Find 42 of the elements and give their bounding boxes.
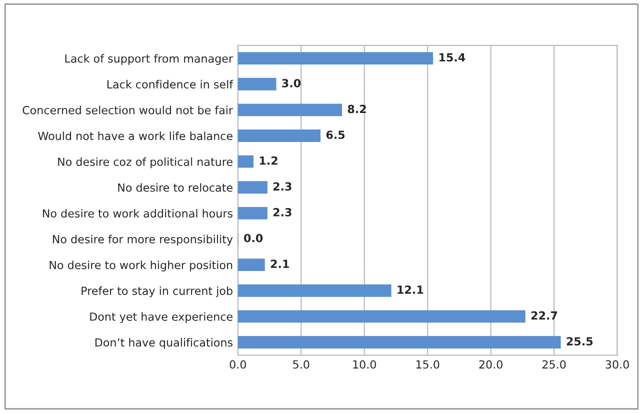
bar [238,52,434,65]
bar [238,336,561,348]
data-label: 2.3 [273,208,292,216]
y-tick-label: Prefer to stay in current job [82,286,232,298]
data-label: 1.2 [260,156,278,165]
bar [238,284,392,297]
bar [238,130,321,142]
y-tick-label: Concerned selection would not be fair [22,106,234,114]
x-tick-label: 5.0 [293,360,310,369]
y-tick-label: No desire to work higher position [50,260,232,272]
data-label: 15.4 [439,53,466,62]
bar [238,206,268,220]
y-tick-label: No desire to work additional hours [42,208,233,218]
y-tick-label: No desire coz of political nature [58,157,232,168]
bar [238,258,265,272]
bar [238,181,268,194]
data-label: 2.3 [273,182,292,191]
x-tick-label: 10.0 [353,360,376,369]
y-tick-label: Dont yet have experience [90,312,232,323]
x-tick-label: 25.0 [542,360,566,369]
y-tick-label: Lack of support from manager [65,54,234,65]
data-label: 25.5 [566,337,593,346]
y-tick-label: No desire for more responsibility [52,234,233,246]
x-tick-label: 0.0 [230,360,246,369]
data-label: 12.1 [398,285,424,294]
x-tick-label: 15.0 [416,360,440,369]
bar [238,104,342,116]
bar [238,78,276,90]
data-label: 0.0 [244,234,263,242]
data-label: 6.5 [326,130,345,139]
bar [238,155,254,168]
bar [238,310,526,323]
y-tick-label: Don’t have qualifications [95,338,233,349]
data-label: 22.7 [531,311,558,320]
data-label: 3.0 [282,78,301,88]
x-tick-label: 30.0 [606,360,629,369]
data-label: 8.2 [348,104,366,114]
data-label: 2.1 [270,260,289,268]
y-tick-label: Would not have a work life balance [38,132,232,140]
y-tick-label: Lack confidence in self [107,80,234,89]
x-tick-label: 20.0 [479,360,502,369]
y-tick-label: No desire to relocate [118,183,232,192]
